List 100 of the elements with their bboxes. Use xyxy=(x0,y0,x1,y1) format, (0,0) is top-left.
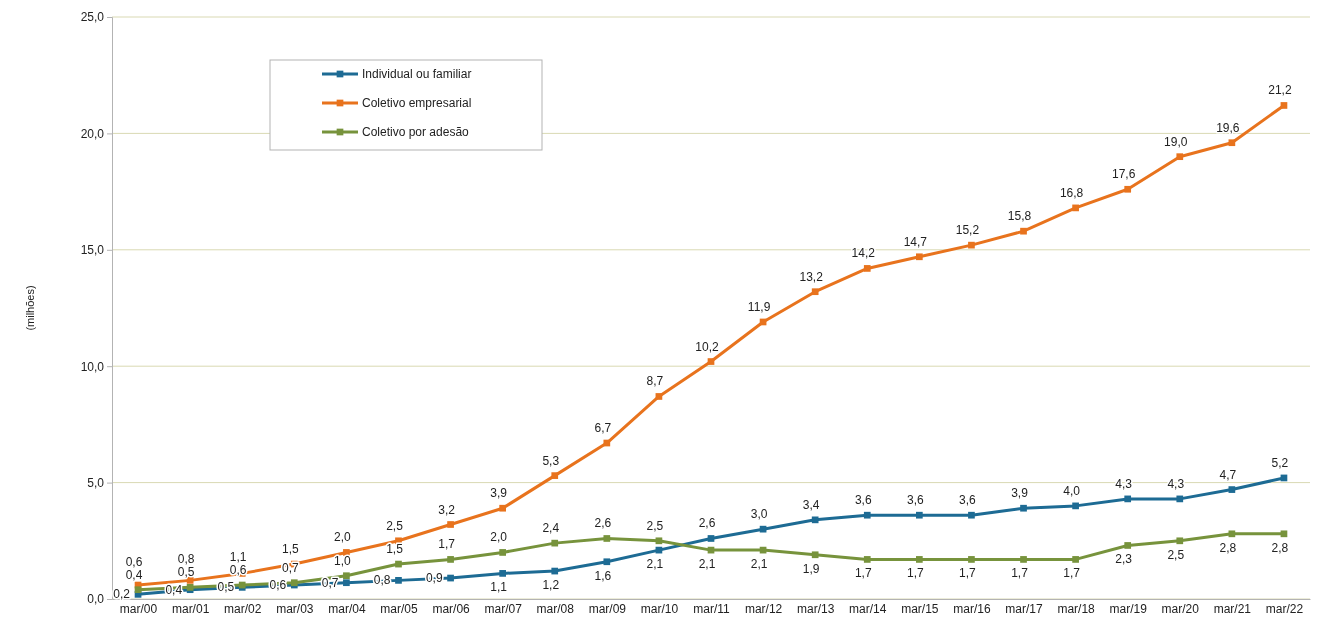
data-label: 2,1 xyxy=(646,557,664,572)
point xyxy=(1228,139,1236,147)
data-label: 3,9 xyxy=(1011,486,1029,501)
x-tick-label: mar/09 xyxy=(588,601,627,616)
data-label: 4,3 xyxy=(1167,476,1185,491)
x-tick-label: mar/07 xyxy=(484,601,523,616)
point xyxy=(343,579,350,587)
x-tick-label: mar/06 xyxy=(432,601,471,616)
x-tick-label: mar/03 xyxy=(276,601,314,616)
data-label: 1,1 xyxy=(490,580,508,595)
point xyxy=(1020,227,1027,235)
point xyxy=(1280,530,1288,538)
data-label: 14,2 xyxy=(851,246,876,261)
point xyxy=(968,241,975,249)
data-label: 17,6 xyxy=(1112,167,1136,182)
data-label: 1,9 xyxy=(802,561,820,576)
data-label: 2,5 xyxy=(1167,547,1185,562)
x-tick-label: mar/21 xyxy=(1213,601,1252,616)
data-label: 5,2 xyxy=(1271,455,1289,470)
data-label: 2,1 xyxy=(750,557,768,572)
x-tick-label: mar/10 xyxy=(640,601,679,616)
point xyxy=(655,537,663,545)
x-tick-label: mar/08 xyxy=(536,601,575,616)
data-label: 1,5 xyxy=(281,542,299,557)
data-label: 1,7 xyxy=(854,566,872,581)
data-label: 0,2 xyxy=(113,587,131,602)
point xyxy=(603,439,611,447)
x-tick-label: mar/00 xyxy=(119,601,158,616)
x-tick-label: mar/16 xyxy=(953,601,991,616)
data-label: 19,0 xyxy=(1164,134,1188,149)
point xyxy=(915,511,923,519)
point xyxy=(1176,153,1184,161)
data-label: 2,5 xyxy=(386,518,404,533)
point xyxy=(447,521,454,528)
point xyxy=(447,556,454,563)
data-label: 1,5 xyxy=(386,542,404,557)
point xyxy=(603,535,611,542)
point xyxy=(915,253,923,261)
data-label: 5,3 xyxy=(542,453,560,468)
y-tick-label: 10,0 xyxy=(80,359,105,374)
data-label: 10,2 xyxy=(695,339,719,354)
data-label: 8,7 xyxy=(646,374,664,389)
legend-label: Coletivo por adesão xyxy=(362,125,470,139)
point xyxy=(1072,556,1079,563)
x-tick-label: mar/01 xyxy=(171,601,210,616)
point xyxy=(655,393,663,400)
point xyxy=(551,472,559,479)
data-label: 14,7 xyxy=(903,234,928,249)
x-tick-label: mar/04 xyxy=(328,601,366,616)
data-label: 2,5 xyxy=(646,518,664,533)
point xyxy=(447,574,454,582)
data-label: 0,6 xyxy=(125,554,143,569)
data-label: 3,9 xyxy=(490,486,508,501)
point xyxy=(1124,495,1132,503)
point xyxy=(863,556,871,563)
x-tick-label: mar/02 xyxy=(224,601,262,616)
data-label: 1,7 xyxy=(1063,566,1081,581)
data-label: 4,7 xyxy=(1219,467,1237,482)
x-tick-label: mar/11 xyxy=(693,601,731,616)
data-label: 1,7 xyxy=(959,566,977,581)
point xyxy=(1072,502,1079,510)
point xyxy=(1176,537,1184,545)
data-label: 16,8 xyxy=(1059,185,1084,200)
data-label: 1,0 xyxy=(334,553,352,568)
data-label: 4,3 xyxy=(1115,476,1133,491)
point xyxy=(499,504,507,512)
point xyxy=(811,516,819,524)
point xyxy=(603,558,611,566)
point xyxy=(551,567,559,575)
legend-label: Individual ou familiar xyxy=(362,67,472,81)
point xyxy=(1020,556,1027,563)
point xyxy=(1176,495,1184,503)
point xyxy=(968,511,975,519)
data-label: 3,2 xyxy=(438,502,456,517)
point xyxy=(968,556,975,563)
y-tick-label: 20,0 xyxy=(80,126,105,141)
point xyxy=(395,560,402,568)
point xyxy=(551,539,559,547)
x-tick-label: mar/20 xyxy=(1161,601,1200,616)
data-label: 0,4 xyxy=(165,582,183,597)
data-label: 2,8 xyxy=(1271,540,1289,555)
x-tick-label: mar/13 xyxy=(796,601,835,616)
point xyxy=(811,551,819,559)
x-tick-label: mar/15 xyxy=(901,601,939,616)
data-label: 1,7 xyxy=(438,537,456,552)
data-label: 2,8 xyxy=(1219,540,1237,555)
point xyxy=(759,525,767,533)
point xyxy=(1020,504,1027,512)
data-label: 19,6 xyxy=(1216,120,1240,135)
point xyxy=(134,586,142,594)
data-label: 1,2 xyxy=(542,578,560,593)
point xyxy=(915,556,923,563)
point xyxy=(1124,542,1132,549)
point xyxy=(1280,102,1288,109)
data-label: 3,6 xyxy=(854,493,872,508)
point xyxy=(1072,204,1079,212)
data-label: 4,0 xyxy=(1063,483,1081,498)
point xyxy=(395,577,402,584)
data-label: 11,9 xyxy=(747,299,771,314)
data-label: 2,1 xyxy=(698,557,716,572)
